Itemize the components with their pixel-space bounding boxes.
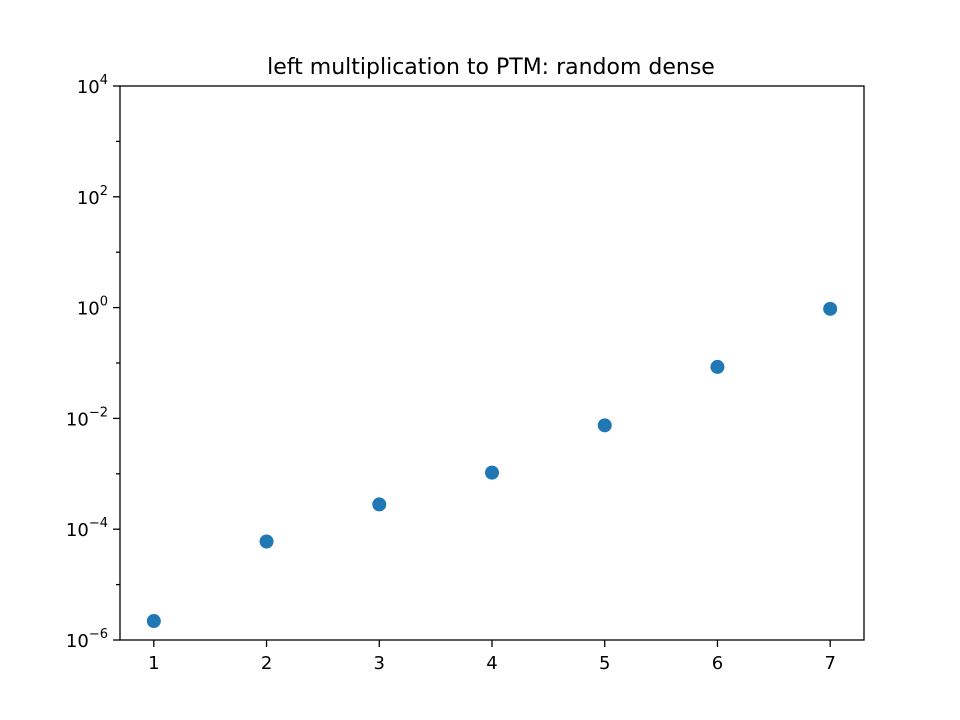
y-tick-label: 104 (77, 73, 108, 98)
y-tick-label: 10−6 (66, 627, 108, 652)
data-point (597, 418, 612, 433)
y-tick-label: 10−4 (66, 516, 108, 541)
x-tick-label: 2 (261, 653, 272, 674)
x-tick-label: 4 (486, 653, 497, 674)
data-point (372, 497, 387, 512)
data-point (485, 465, 499, 480)
data-point (146, 614, 161, 629)
y-axis: 10−6 10−4 10−2 100 102 104 (66, 73, 120, 652)
x-tick-label: 7 (824, 653, 835, 674)
y-tick-label: 100 (77, 295, 108, 320)
data-points (146, 301, 838, 629)
data-point (823, 301, 838, 316)
x-axis: 1 2 3 4 5 6 7 (148, 640, 836, 674)
data-point (259, 534, 274, 549)
x-tick-label: 3 (374, 653, 385, 674)
y-tick-label: 10−2 (66, 405, 108, 430)
y-tick-label: 102 (77, 184, 108, 209)
x-tick-label: 1 (148, 653, 159, 674)
data-point (710, 359, 725, 374)
chart-title: left multiplication to PTM: random dense (267, 55, 715, 80)
x-tick-label: 6 (712, 653, 723, 674)
x-tick-label: 5 (599, 653, 610, 674)
